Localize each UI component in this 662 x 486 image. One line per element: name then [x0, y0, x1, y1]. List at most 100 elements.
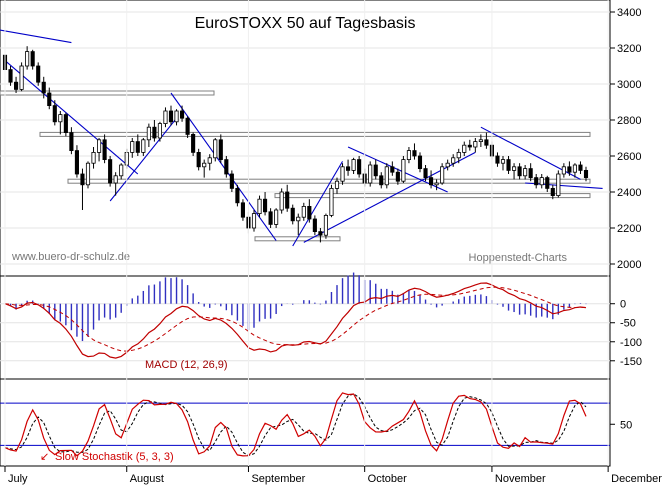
candle-body [41, 81, 46, 94]
candle-body [583, 169, 589, 178]
candle-body [113, 175, 118, 184]
candle-body [440, 166, 445, 184]
month-label: September [251, 473, 305, 485]
chart-title: EuroSTOXX 50 auf Tagesbasis [195, 15, 416, 32]
candle-body [85, 162, 91, 186]
candle-body [495, 155, 500, 164]
stochastic-tick-label: 50 [620, 419, 632, 431]
candle-body [30, 51, 35, 67]
macd-tick-label: -150 [620, 356, 642, 368]
candle-body [323, 214, 328, 236]
stochastic-panel-frame [0, 378, 611, 467]
reference-level [254, 236, 341, 242]
price-tick-label: 3200 [617, 43, 641, 55]
trendline [109, 117, 177, 202]
reference-level [39, 131, 591, 137]
candle-body [445, 162, 450, 168]
macd-line [4, 282, 587, 359]
candle-body [202, 162, 207, 168]
price-tick-label: 3000 [617, 79, 641, 91]
candle-body [263, 198, 268, 213]
candle-body [351, 159, 356, 171]
candle-body [346, 166, 351, 171]
candle-body [191, 133, 196, 153]
price-tick-label: 2200 [617, 223, 641, 235]
candle-body [196, 151, 201, 168]
candle-body [456, 151, 461, 159]
candle-body [578, 164, 583, 171]
credit-left: www.buero-dr-schulz.de [11, 251, 130, 263]
month-label: November [495, 473, 546, 485]
candle-body [251, 213, 257, 229]
candle-body [301, 205, 306, 218]
stochastic-panel: 50 ↙ Slow Stochastik (5, 3, 3) [0, 378, 632, 467]
candle-body [240, 202, 245, 218]
candle-body [174, 110, 179, 123]
candle-body [235, 187, 240, 204]
stochastic-label-arrow: ↙ [40, 451, 49, 463]
candle-body [307, 205, 312, 220]
stochastic-k-line [4, 392, 587, 457]
price-tick-label: 2600 [617, 151, 641, 163]
candle-body [395, 171, 400, 182]
stochastic-label: Slow Stochastik (5, 3, 3) [55, 451, 174, 463]
candle-body [334, 180, 340, 189]
candle-body [102, 139, 107, 161]
macd-axis-ticks: 0 -50 -100 -150 [610, 299, 642, 368]
macd-tick-label: -50 [620, 318, 636, 330]
candle-body [312, 218, 317, 232]
candle-body [512, 166, 517, 171]
stochastic-d-line [4, 393, 587, 457]
candle-body [97, 139, 102, 153]
candle-body [52, 105, 57, 123]
candle-body [384, 166, 389, 186]
candle-body [229, 173, 234, 189]
candle-body [451, 157, 456, 164]
candle-body [340, 166, 345, 182]
candle-body [567, 166, 572, 173]
candle-body [224, 159, 229, 175]
candle-body [69, 132, 74, 152]
candle-body [406, 150, 411, 161]
candle-body [417, 155, 423, 170]
candle-body [517, 166, 522, 177]
candle-body [561, 166, 566, 175]
candle-body [506, 159, 511, 171]
candles [2, 46, 589, 243]
candle-body [318, 231, 323, 236]
candle-body [473, 141, 478, 148]
candle-body [329, 187, 334, 216]
candle-body [19, 65, 24, 90]
candle-body [423, 168, 428, 179]
reference-levels [0, 90, 591, 242]
month-label: October [368, 473, 407, 485]
candle-body [523, 168, 528, 177]
macd-tick-label: 0 [620, 299, 626, 311]
price-tick-label: 3400 [617, 7, 641, 19]
candle-body [119, 164, 124, 177]
stochastic-axis-ticks: 50 [610, 419, 632, 431]
candle-body [163, 110, 168, 124]
candle-body [572, 164, 577, 173]
trendline [0, 29, 72, 44]
price-panel: 2000 2200 2400 2600 2800 3000 3200 3400 EuroSTO… [0, 0, 641, 277]
candle-body [478, 139, 483, 143]
candle-body [135, 141, 140, 153]
candle-body [534, 177, 539, 186]
candle-body [462, 144, 467, 153]
candle-body [545, 177, 550, 189]
trendline [170, 92, 277, 241]
candle-body [434, 182, 439, 186]
candle-body [550, 187, 555, 196]
candle-body [379, 175, 384, 186]
candle-body [279, 191, 284, 211]
candle-body [146, 126, 151, 141]
candle-body [357, 159, 362, 175]
candle-body [74, 150, 79, 175]
candle-body [218, 139, 223, 161]
trendline [4, 60, 139, 175]
price-tick-label: 2800 [617, 115, 641, 127]
macd-tick-label: -100 [620, 337, 642, 349]
